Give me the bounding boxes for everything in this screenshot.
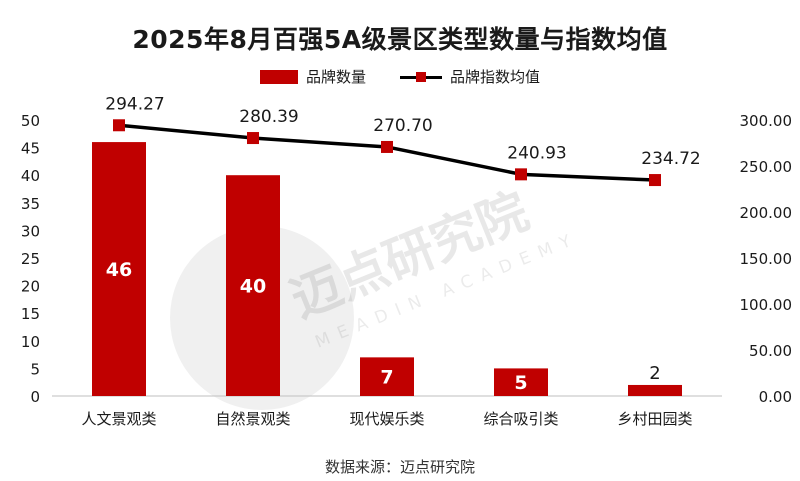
bar-data-label: 5 xyxy=(514,372,527,394)
y-left-tick-label: 45 xyxy=(21,140,40,158)
line-data-label: 294.27 xyxy=(105,94,164,114)
x-tick-label: 自然景观类 xyxy=(215,410,290,428)
y-right-tick-label: 200.00 xyxy=(740,204,793,222)
line-data-label: 240.93 xyxy=(507,143,566,163)
bar-data-label: 2 xyxy=(649,363,660,384)
bar xyxy=(92,142,146,396)
line-marker xyxy=(649,174,661,187)
bar-data-label: 40 xyxy=(240,276,266,298)
bar xyxy=(226,175,280,396)
x-tick-label: 综合吸引类 xyxy=(483,410,558,428)
bar xyxy=(494,368,548,396)
y-left-tick-label: 0 xyxy=(30,388,40,406)
chart-legend: 品牌数量 品牌指数均值 xyxy=(0,66,800,87)
y-right-tick-label: 100.00 xyxy=(740,296,793,314)
legend-bar-label: 品牌数量 xyxy=(305,68,366,86)
source-note: 数据来源：迈点研究院 xyxy=(324,458,475,476)
y-left-tick-label: 25 xyxy=(21,250,40,268)
y-left-tick-label: 40 xyxy=(21,167,40,185)
x-tick-label: 现代娱乐类 xyxy=(349,410,424,428)
chart-title: 2025年8月百强5A级景区类型数量与指数均值 xyxy=(132,25,668,54)
bar xyxy=(628,384,682,396)
line-marker xyxy=(515,168,527,181)
y-right-tick-label: 0.00 xyxy=(759,388,792,406)
y-left-tick-label: 10 xyxy=(21,333,40,351)
x-tick-label: 乡村田园类 xyxy=(617,410,692,428)
legend-line-label: 品牌指数均值 xyxy=(450,68,541,86)
bar xyxy=(360,357,414,396)
legend-item-line: 品牌指数均值 xyxy=(400,66,540,87)
y-right-tick-label: 50.00 xyxy=(749,342,792,360)
y-right-tick-label: 250.00 xyxy=(740,158,793,176)
x-tick-label: 人文景观类 xyxy=(81,410,156,428)
bar-data-label: 7 xyxy=(380,367,393,389)
y-left-tick-label: 35 xyxy=(21,195,40,213)
line-data-label: 234.72 xyxy=(641,149,700,169)
y-left-tick-label: 20 xyxy=(21,278,40,296)
line-data-label: 280.39 xyxy=(239,107,298,127)
line-marker xyxy=(113,119,125,132)
y-left-tick-label: 30 xyxy=(21,222,40,240)
line-marker xyxy=(247,132,259,145)
legend-bar-swatch xyxy=(259,69,298,84)
bar-data-label: 46 xyxy=(106,259,132,281)
legend-item-bar: 品牌数量 xyxy=(259,66,366,87)
legend-line-swatch xyxy=(400,70,442,84)
y-left-tick-label: 5 xyxy=(30,360,40,378)
y-left-tick-label: 15 xyxy=(21,305,40,323)
line-data-label: 270.70 xyxy=(373,116,432,136)
y-right-tick-label: 300.00 xyxy=(740,112,793,130)
line-marker xyxy=(381,140,393,153)
y-left-tick-label: 50 xyxy=(21,112,40,130)
y-right-tick-label: 150.00 xyxy=(740,250,793,268)
